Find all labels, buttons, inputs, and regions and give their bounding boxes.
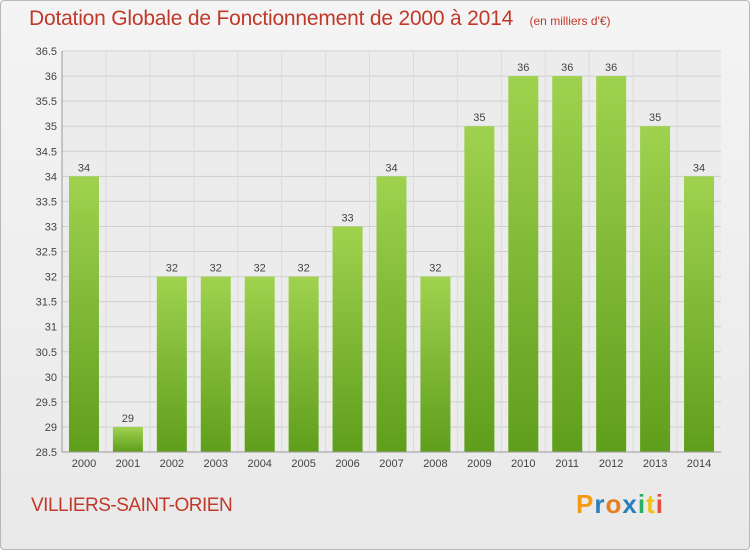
title-row: Dotation Globale de Fonctionnement de 20… [29, 7, 611, 31]
y-tick-label: 31 [45, 322, 57, 334]
bar [640, 126, 671, 452]
bar-value-label: 32 [298, 263, 310, 275]
bar-value-label: 32 [166, 263, 178, 275]
logo-letter: t [646, 489, 656, 519]
x-tick-label: 2004 [247, 458, 271, 470]
y-tick-label: 34.5 [36, 146, 57, 158]
bar [596, 76, 627, 452]
bar-value-label: 34 [78, 162, 90, 174]
proxiti-logo[interactable]: Proxiti [576, 489, 664, 520]
x-tick-label: 2003 [204, 458, 228, 470]
bar-value-label: 36 [561, 62, 573, 74]
y-tick-label: 28.5 [36, 447, 57, 459]
logo-letter: i [655, 489, 664, 519]
bar [332, 226, 363, 452]
bar [508, 76, 539, 452]
x-tick-label: 2009 [467, 458, 491, 470]
bar-value-label: 32 [254, 263, 266, 275]
bar [464, 126, 495, 452]
logo-letter: r [594, 489, 606, 519]
bar [288, 276, 319, 452]
x-tick-label: 2010 [511, 458, 535, 470]
bar [244, 276, 275, 452]
y-tick-label: 31.5 [36, 297, 57, 309]
chart-subtitle: (en milliers d'€) [529, 14, 611, 28]
logo-letter: o [605, 489, 623, 519]
bar-value-label: 32 [210, 263, 222, 275]
bar [420, 276, 451, 452]
y-tick-label: 34 [45, 171, 57, 183]
commune-name: VILLIERS-SAINT-ORIEN [31, 495, 233, 516]
y-tick-label: 33.5 [36, 196, 57, 208]
x-tick-label: 2011 [555, 458, 579, 470]
bar-value-label: 36 [517, 62, 529, 74]
bar-value-label: 34 [693, 162, 705, 174]
x-tick-label: 2013 [643, 458, 667, 470]
bar-value-label: 34 [385, 162, 397, 174]
logo-letter: x [622, 489, 638, 519]
y-tick-label: 35.5 [36, 96, 57, 108]
bar-value-label: 33 [341, 212, 353, 224]
x-tick-label: 2000 [72, 458, 96, 470]
y-tick-label: 32.5 [36, 247, 57, 259]
bar [376, 176, 407, 452]
bar-value-label: 36 [605, 62, 617, 74]
bar-value-label: 35 [649, 112, 661, 124]
bar [68, 176, 99, 452]
y-tick-label: 33 [45, 221, 57, 233]
bar-value-label: 32 [429, 263, 441, 275]
y-tick-label: 32 [45, 272, 57, 284]
bar [684, 176, 715, 452]
logo-letter: P [576, 489, 595, 519]
x-tick-label: 2014 [687, 458, 711, 470]
y-tick-label: 30 [45, 372, 57, 384]
bar-value-label: 35 [473, 112, 485, 124]
chart-title: Dotation Globale de Fonctionnement de 20… [29, 7, 514, 30]
bar [156, 276, 187, 452]
bar [552, 76, 583, 452]
y-tick-label: 36 [45, 71, 57, 83]
x-tick-label: 2002 [160, 458, 184, 470]
y-tick-label: 36.5 [36, 46, 57, 58]
x-tick-label: 2012 [599, 458, 623, 470]
y-tick-label: 30.5 [36, 347, 57, 359]
x-tick-label: 2001 [116, 458, 140, 470]
x-tick-label: 2005 [291, 458, 315, 470]
x-tick-label: 2007 [379, 458, 403, 470]
y-tick-label: 29.5 [36, 397, 57, 409]
y-tick-label: 35 [45, 121, 57, 133]
x-tick-label: 2006 [335, 458, 359, 470]
bar [200, 276, 231, 452]
x-tick-label: 2008 [423, 458, 447, 470]
logo-letter: i [637, 489, 647, 519]
bar-value-label: 29 [122, 413, 134, 425]
y-tick-label: 29 [45, 422, 57, 434]
bar [112, 426, 143, 452]
